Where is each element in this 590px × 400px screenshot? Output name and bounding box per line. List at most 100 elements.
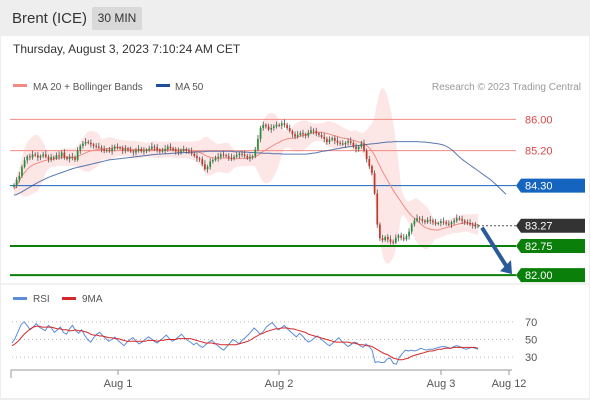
candle-body <box>164 149 166 151</box>
copyright-label: Research © 2023 Trading Central <box>432 82 581 93</box>
rsi-line <box>11 321 479 365</box>
candle-body <box>408 231 410 237</box>
x-axis: Aug 1 Aug 2 Aug 3 Aug 12 <box>10 369 526 390</box>
candle-body <box>26 156 29 161</box>
level-label-resistance: 85.20 <box>525 146 553 158</box>
candle-body <box>283 123 286 125</box>
x-tick-label: Aug 3 <box>427 378 456 390</box>
candle-body <box>158 149 161 152</box>
candle-body <box>447 223 450 225</box>
candle-body <box>331 138 334 140</box>
candle-body <box>259 127 262 139</box>
candle-body <box>37 155 39 158</box>
candle-body <box>357 146 360 150</box>
candle-body <box>320 134 323 137</box>
level-tag-pivot <box>516 178 585 193</box>
candle-body <box>119 147 121 149</box>
candle-body <box>111 148 113 152</box>
candle-body <box>153 146 156 148</box>
candle-body <box>365 150 368 160</box>
candle-body <box>333 138 336 141</box>
candle-body <box>466 222 469 224</box>
candle-body <box>355 146 357 150</box>
candle-body <box>339 142 341 144</box>
candle-body <box>82 143 84 146</box>
candle-body <box>58 155 60 157</box>
candle-body <box>227 156 230 158</box>
rsi-ma-legend-label: 9MA <box>82 294 103 305</box>
candle-body <box>13 184 15 187</box>
ma20-line <box>13 131 479 231</box>
candle-body <box>275 124 278 127</box>
candle-body <box>182 149 185 151</box>
candle-body <box>29 156 31 158</box>
candle-body <box>190 151 193 154</box>
bollinger-band <box>14 87 478 264</box>
candle-body <box>90 142 92 145</box>
candle-body <box>34 154 37 156</box>
candle-body <box>97 146 100 148</box>
candle-body <box>291 131 294 135</box>
candle-body <box>251 156 254 158</box>
candle-body <box>196 156 198 159</box>
candle-body <box>172 148 174 150</box>
candle-body <box>434 222 437 224</box>
candle-body <box>60 152 63 157</box>
timeframe-badge[interactable]: 30 MIN <box>92 7 142 30</box>
candle-body <box>235 155 238 157</box>
candle-body <box>100 147 103 150</box>
candle-body <box>426 219 429 223</box>
candle-body <box>222 154 225 156</box>
candle-body <box>352 142 355 147</box>
candle-body <box>121 148 124 151</box>
candle-body <box>392 241 395 243</box>
candle-body <box>286 124 288 128</box>
forecast-arrow-shaft <box>480 226 509 269</box>
candle-body <box>440 221 442 223</box>
ma50-legend-label: MA 50 <box>175 82 204 93</box>
candle-body <box>103 149 106 151</box>
candle-body <box>50 157 52 160</box>
candle-body <box>63 152 66 158</box>
candle-body <box>241 153 243 155</box>
candle-body <box>188 150 190 152</box>
candle-body <box>254 149 257 157</box>
rsi-tick-label: 70 <box>525 317 537 329</box>
candle-body <box>257 138 259 150</box>
candle-body <box>47 156 50 160</box>
candle-body <box>129 149 132 152</box>
rsi-ma-line <box>11 325 479 361</box>
candle-body <box>212 159 214 162</box>
candle-body <box>209 161 212 167</box>
candle-body <box>71 156 74 158</box>
candle-body <box>145 149 148 151</box>
candle-body <box>79 145 82 151</box>
candle-body <box>214 158 217 160</box>
candle-body <box>39 156 42 158</box>
rsi-legend: RSI 9MA <box>13 294 103 305</box>
candle-body <box>410 224 413 232</box>
candle-body <box>74 157 76 160</box>
candle-body <box>344 142 347 145</box>
candle-body <box>21 166 23 176</box>
candle-body <box>219 154 222 157</box>
rsi-ma-legend-swatch <box>62 297 76 300</box>
candle-body <box>437 222 440 224</box>
candle-body <box>148 148 151 150</box>
candle-body <box>379 224 381 239</box>
candle-body <box>280 123 283 126</box>
candle-body <box>124 149 127 151</box>
candle-body <box>458 218 461 220</box>
candle-body <box>310 130 312 133</box>
candle-body <box>323 136 326 139</box>
candle-body <box>347 141 349 143</box>
candle-body <box>156 147 159 150</box>
candle-body <box>424 220 426 223</box>
candle-body <box>304 134 307 136</box>
level-label-pivot: 84.30 <box>525 181 553 193</box>
candle-body <box>336 140 339 143</box>
candle-body <box>113 146 116 149</box>
candle-body <box>108 149 111 152</box>
candle-body <box>15 179 18 185</box>
